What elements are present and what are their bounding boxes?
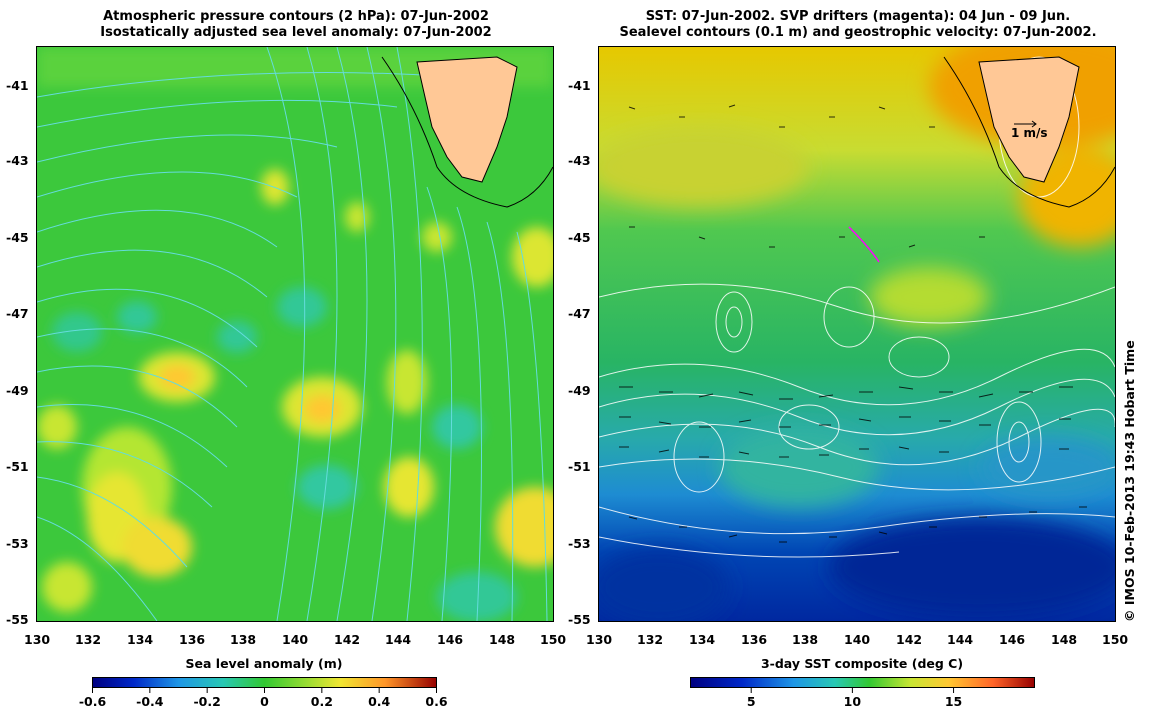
colorbar-tick-label: 0 — [260, 694, 269, 709]
lon-tick-label: 150 — [540, 632, 567, 647]
lon-tick-label: 140 — [282, 632, 309, 647]
lon-tick-label: 142 — [334, 632, 361, 647]
sst-colorbar-title: 3-day SST composite (deg C) — [760, 656, 964, 671]
sealevel-contours — [599, 56, 1115, 558]
tasmania-coastline-left — [381, 56, 553, 208]
lat-tick-label: -49 — [568, 383, 591, 398]
sst-colorbar — [690, 677, 1036, 695]
lon-tick-label: 138 — [792, 632, 819, 647]
colorbar-tick-label: 0.6 — [425, 694, 448, 709]
lat-tick-label: -41 — [568, 78, 591, 93]
lon-tick-label: 138 — [230, 632, 257, 647]
lon-tick-label: 134 — [689, 632, 716, 647]
lon-tick-label: 136 — [179, 632, 206, 647]
lon-tick-label: 142 — [896, 632, 923, 647]
pressure-contours — [37, 47, 548, 621]
lon-tick-label: 148 — [1051, 632, 1078, 647]
colorbar-tick-label: 0.4 — [368, 694, 391, 709]
lat-tick-label: -49 — [6, 383, 29, 398]
colorbar-tick-label: 15 — [944, 694, 963, 709]
lon-tick-label: 134 — [127, 632, 154, 647]
colorbar-tick-label: -0.2 — [193, 694, 221, 709]
colorbar-tick-label: 10 — [843, 694, 862, 709]
lat-tick-label: -53 — [6, 536, 29, 551]
lon-tick-label: 136 — [741, 632, 768, 647]
geostrophic-velocity-arrows — [619, 104, 1087, 543]
lat-tick-label: -55 — [568, 612, 591, 627]
sst-field — [599, 47, 1115, 621]
lon-tick-label: 132 — [637, 632, 664, 647]
lat-tick-label: -45 — [568, 230, 591, 245]
sla-colorbar — [92, 677, 438, 695]
lat-tick-label: -41 — [6, 78, 29, 93]
colorbar-tick-label: 0.2 — [310, 694, 333, 709]
lat-tick-label: -43 — [6, 153, 29, 168]
lon-tick-label: 146 — [437, 632, 464, 647]
colorbar-tick-label: 5 — [746, 694, 756, 709]
lon-tick-label: 132 — [75, 632, 102, 647]
tasmania-coastline-right — [943, 56, 1115, 208]
velocity-scale-arrow — [1014, 120, 1037, 128]
sst-map — [599, 47, 1115, 621]
lon-tick-label: 144 — [947, 632, 974, 647]
lat-tick-label: -43 — [568, 153, 591, 168]
sla-map — [37, 47, 553, 621]
sla-map-panel[interactable] — [36, 46, 554, 622]
lat-tick-label: -55 — [6, 612, 29, 627]
lon-tick-label: 130 — [24, 632, 51, 647]
lat-tick-label: -47 — [568, 306, 591, 321]
right-title-line1: SST: 07-Jun-2002. SVP drifters (magenta)… — [645, 9, 1071, 24]
copyright-credit: © IMOS 10-Feb-2013 19:43 Hobart Time — [1122, 340, 1137, 622]
left-title-line1: Atmospheric pressure contours (2 hPa): 0… — [103, 9, 489, 24]
sla-colorbar-title: Sea level anomaly (m) — [185, 656, 343, 671]
lon-tick-label: 146 — [999, 632, 1026, 647]
lat-tick-label: -53 — [568, 536, 591, 551]
colorbar-tick-label: -0.4 — [136, 694, 164, 709]
right-title-line2: Sealevel contours (0.1 m) and geostrophi… — [619, 25, 1097, 40]
lat-tick-label: -51 — [6, 459, 29, 474]
lat-tick-label: -51 — [568, 459, 591, 474]
lon-tick-label: 150 — [1102, 632, 1129, 647]
colorbar-tick-label: -0.6 — [78, 694, 107, 709]
lon-tick-label: 148 — [489, 632, 516, 647]
lon-tick-label: 140 — [844, 632, 871, 647]
lon-tick-label: 144 — [385, 632, 412, 647]
lat-tick-label: -47 — [6, 306, 29, 321]
drifter-track — [848, 226, 880, 263]
sst-map-panel[interactable]: 1 m/s — [598, 46, 1116, 622]
lat-tick-label: -45 — [6, 230, 29, 245]
left-title-line2: Isostatically adjusted sea level anomaly… — [100, 25, 492, 40]
velocity-scale-label: 1 m/s — [1011, 126, 1048, 140]
lon-tick-label: 130 — [586, 632, 613, 647]
